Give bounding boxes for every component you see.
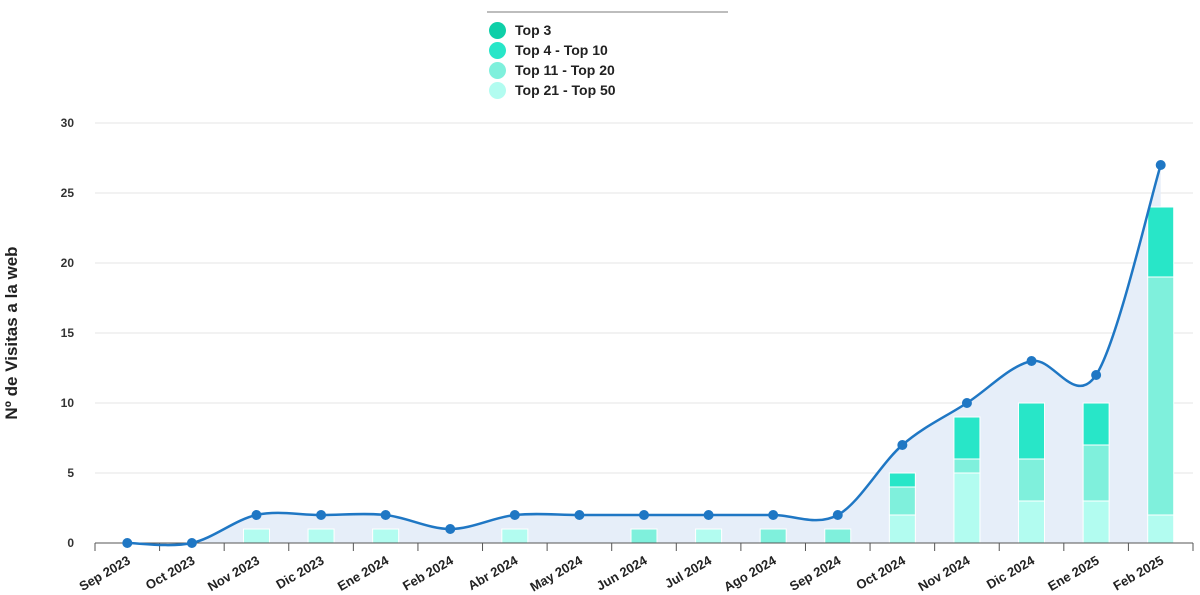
legend-swatch-top-4-10 [489, 41, 506, 59]
total-point [186, 538, 197, 548]
legend-item-top-21-50[interactable]: Top 21 - Top 50 [489, 80, 616, 100]
legend: Top 3 Top 4 - Top 10 Top 11 - Top 20 Top… [489, 20, 616, 100]
bar-segment [953, 458, 981, 474]
bar-segment [372, 528, 400, 544]
legend-item-top-4-10[interactable]: Top 4 - Top 10 [489, 40, 616, 60]
total-point [509, 510, 520, 520]
y-tick-label: 0 [67, 536, 74, 550]
total-point [1091, 370, 1102, 380]
legend-label-top-21-50: Top 21 - Top 50 [515, 82, 616, 98]
x-tick-label: Abr 2024 [465, 552, 521, 593]
bar-segment [1018, 500, 1046, 544]
x-tick-label: Oct 2024 [853, 552, 908, 592]
x-tick-label: Jun 2024 [594, 552, 650, 593]
bar-segment [1082, 500, 1110, 544]
total-point [380, 510, 391, 520]
x-tick-label: Jul 2024 [662, 552, 715, 591]
bar-segment [1147, 206, 1175, 278]
y-tick-label: 5 [67, 466, 74, 480]
legend-label-top-3: Top 3 [515, 22, 552, 38]
bar-segment [888, 486, 916, 516]
bar-segment [1018, 458, 1046, 502]
x-tick-label: Ene 2025 [1045, 553, 1101, 594]
bar-segment [1082, 402, 1110, 446]
x-tick-label: Ene 2024 [335, 552, 392, 594]
legend-item-top-11-20[interactable]: Top 11 - Top 20 [489, 60, 616, 80]
total-point [1026, 356, 1037, 366]
total-point [768, 510, 779, 520]
x-tick-label: Feb 2024 [400, 552, 456, 593]
x-tick-label: Sep 2024 [787, 552, 844, 594]
bar-segment [501, 528, 529, 544]
total-point [316, 510, 327, 520]
y-tick-label: 15 [61, 326, 75, 340]
total-point [122, 538, 133, 548]
y-tick-label: 25 [61, 186, 75, 200]
y-tick-label: 10 [61, 396, 75, 410]
x-tick-label: Nov 2024 [915, 552, 973, 594]
y-tick-label: 30 [61, 116, 75, 130]
total-point [574, 510, 585, 520]
x-tick-label: Oct 2023 [143, 553, 197, 593]
total-point [639, 510, 649, 520]
x-tick-label: Sep 2023 [76, 553, 132, 594]
bar-segment [242, 528, 270, 544]
x-tick-label: Dic 2023 [273, 553, 326, 592]
bar-segment [307, 528, 335, 544]
y-tick-label: 20 [61, 256, 75, 270]
bar-segment [759, 528, 787, 544]
x-tick-label: Dic 2024 [984, 552, 1038, 592]
bar-segment [824, 528, 852, 544]
bar-segment [1147, 514, 1175, 544]
total-point [445, 524, 456, 534]
bar-segment [1147, 276, 1175, 516]
legend-swatch-top-3 [489, 21, 506, 39]
bar-segment [630, 528, 658, 544]
bar-segment [953, 416, 981, 460]
bar-segment [1082, 444, 1110, 502]
legend-swatch-top-11-20 [489, 61, 506, 79]
x-tick-label: Feb 2025 [1111, 553, 1167, 594]
x-tick-label: Nov 2023 [205, 553, 262, 595]
total-point [1155, 160, 1166, 170]
x-tick-label: May 2024 [527, 552, 585, 594]
total-point [897, 440, 908, 450]
legend-label-top-11-20: Top 11 - Top 20 [515, 62, 615, 78]
total-point [251, 510, 262, 520]
bar-segment [953, 472, 981, 544]
legend-item-top-3[interactable]: Top 3 [489, 20, 616, 40]
bar-segment [888, 472, 916, 488]
x-tick-label: Ago 2024 [721, 552, 779, 594]
legend-swatch-top-21-50 [489, 81, 506, 99]
bar-segment [695, 528, 723, 544]
total-point [961, 398, 972, 408]
bar-segment [1018, 402, 1046, 460]
total-point [832, 510, 843, 520]
legend-divider [487, 11, 728, 13]
legend-label-top-4-10: Top 4 - Top 10 [515, 42, 608, 58]
total-area [127, 165, 1161, 546]
total-point [703, 510, 714, 520]
bar-segment [888, 514, 916, 544]
